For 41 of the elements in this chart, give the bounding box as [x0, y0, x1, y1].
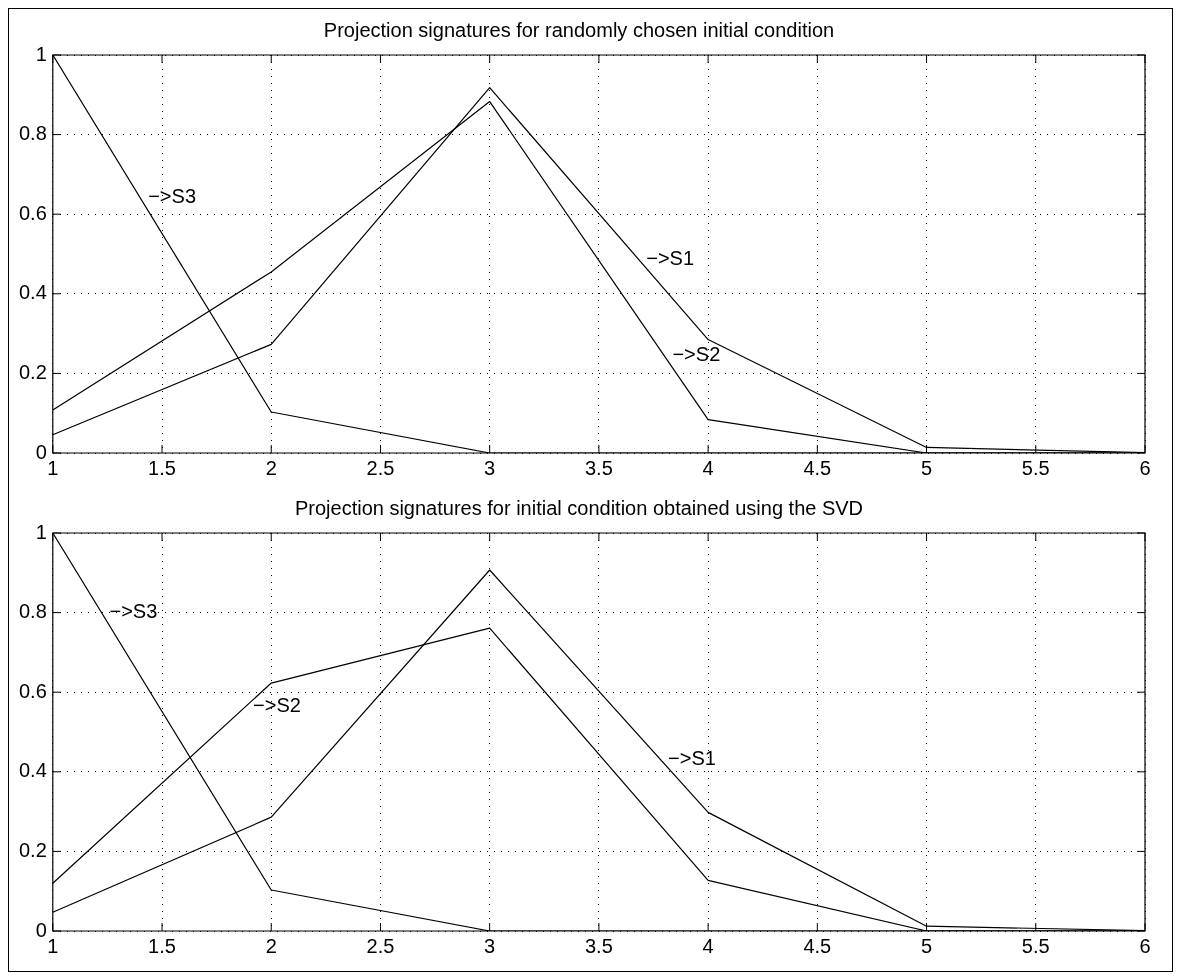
x-tick-label: 5.5 [1021, 934, 1050, 957]
y-tick-label: 1 [35, 42, 47, 65]
y-tick-label: 0.6 [18, 201, 47, 224]
y-tick-label: 0.2 [18, 838, 47, 861]
x-tick-label: 5 [921, 934, 933, 957]
y-tick-label: 0.6 [18, 679, 47, 702]
x-tick-label: 4 [702, 456, 714, 479]
y-tick-label: 0.4 [18, 759, 47, 782]
annotation: −>S1 [668, 746, 716, 769]
annotation: −>S3 [109, 600, 158, 623]
chart-title: Projection signatures for initial condition obtained using the SVD [294, 496, 864, 519]
x-tick-label: 2.5 [366, 934, 395, 957]
figure-frame: Projection signatures for randomly chosen initial condition 1 1.5 2 2.5 3 3.5 4 4.5 5 5.5 6 0 0.2 0.4 0.6 0.8 1 −>S1 −>S2 −>S3 Projection signatures for initial condition obtained using the SVD 1 1.5 2 2.5 3 3.5 4 4.5 5 5.5 6 0 0.2 0.4 0.6 0.8 1 −>S1 −>S2 −>S3 [8, 8, 1173, 972]
x-tick-label: 3.5 [585, 456, 613, 479]
x-tick-label: 3 [484, 456, 496, 479]
x-tick-label: 5 [921, 456, 933, 479]
x-tick-label: 3.5 [585, 934, 613, 957]
y-tick-label: 1 [35, 520, 47, 543]
y-tick-label: 0.4 [18, 281, 47, 304]
annotation: −>S1 [646, 246, 695, 269]
x-tick-label: 4 [702, 934, 714, 957]
x-tick-label: 2 [265, 456, 277, 479]
x-tick-label: 2.5 [366, 456, 395, 479]
y-tick-label: 0.8 [18, 600, 47, 623]
x-tick-label: 1.5 [148, 456, 176, 479]
annotation: −>S2 [253, 694, 301, 717]
x-tick-label: 5.5 [1021, 456, 1050, 479]
x-tick-label: 3 [484, 934, 496, 957]
annotation: −>S2 [672, 343, 721, 366]
y-tick-label: 0 [35, 918, 47, 941]
y-tick-label: 0 [35, 440, 47, 463]
y-tick-label: 0.8 [18, 122, 47, 145]
x-tick-label: 6 [1139, 934, 1151, 957]
x-tick-label: 1.5 [148, 934, 176, 957]
annotation: −>S3 [148, 185, 197, 208]
x-tick-label: 4.5 [803, 934, 832, 957]
x-tick-label: 4.5 [803, 456, 832, 479]
x-tick-label: 2 [265, 934, 277, 957]
x-tick-label: 6 [1139, 456, 1151, 479]
chart-title: Projection signatures for randomly chosen initial condition [323, 18, 835, 41]
y-tick-label: 0.2 [18, 360, 47, 383]
